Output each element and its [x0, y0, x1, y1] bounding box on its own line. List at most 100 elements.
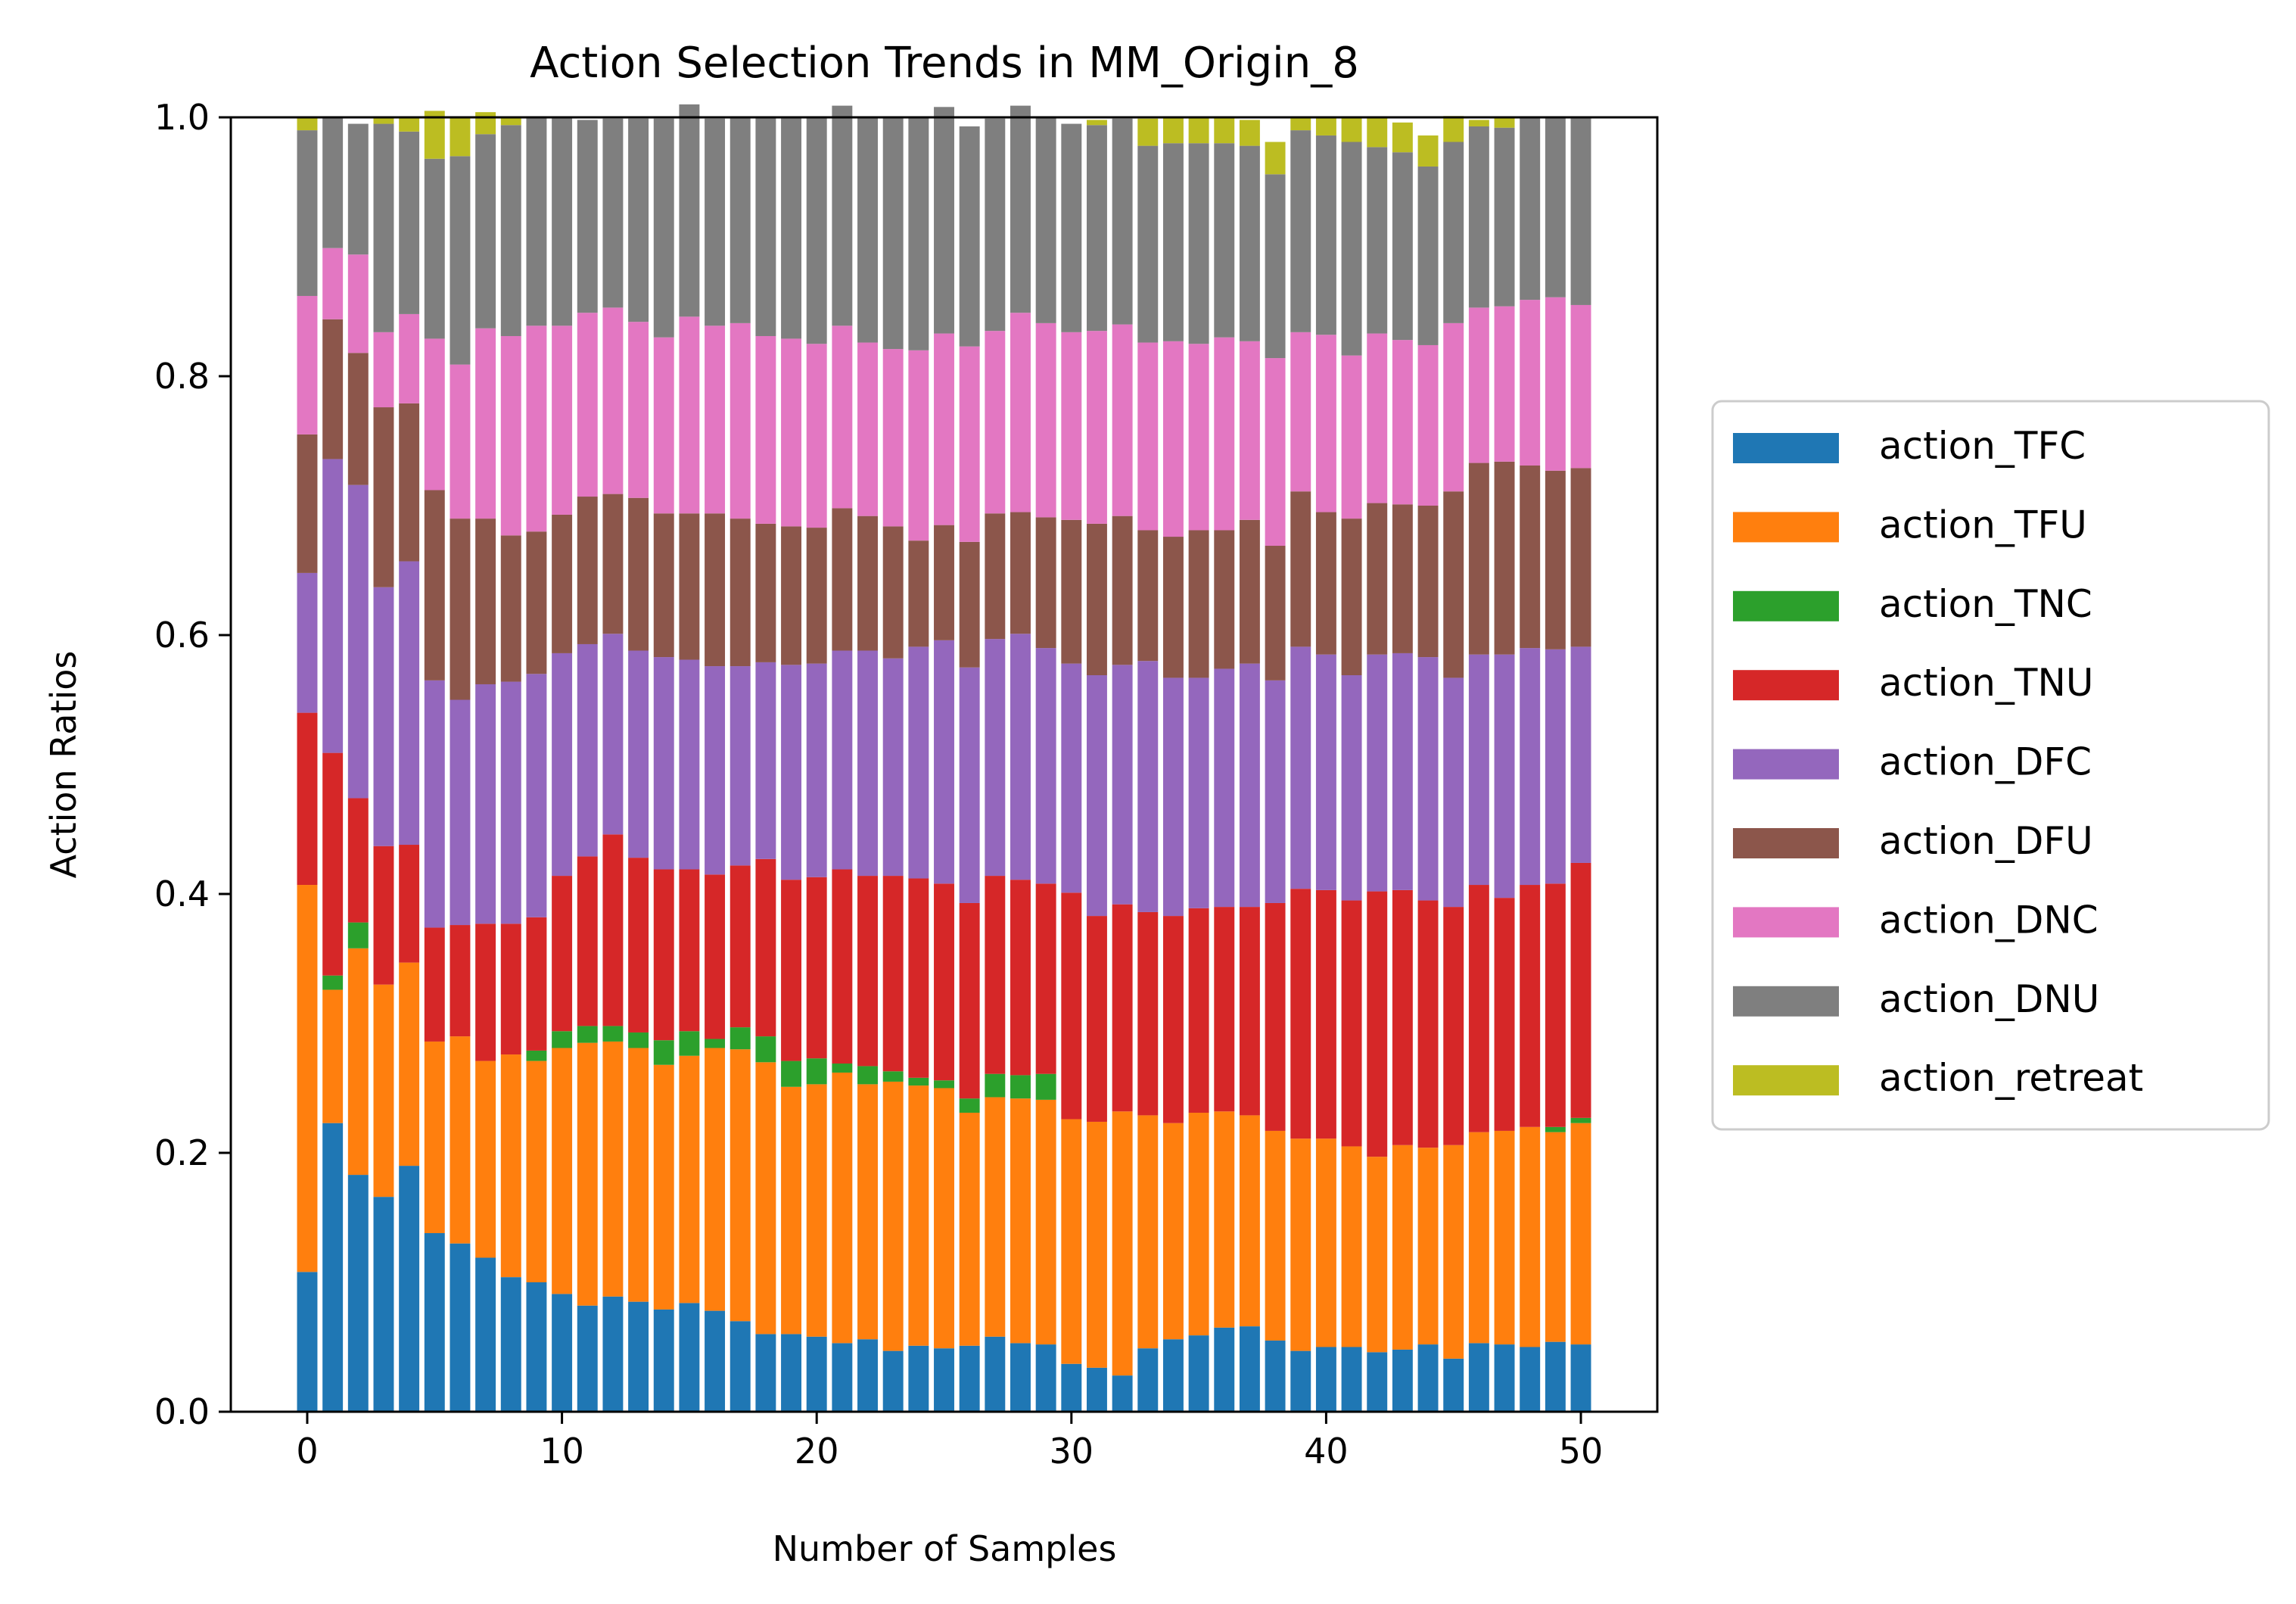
bar-segment-action_TNC-28	[1010, 1075, 1031, 1099]
bar-segment-action_TFU-34	[1162, 1123, 1184, 1340]
bar-segment-action_DFU-9	[526, 531, 547, 674]
bar-segment-action_TFC-49	[1545, 1341, 1566, 1412]
bar-segment-action_retreat-5	[424, 111, 445, 159]
bar-segment-action_TNC-20	[806, 1058, 827, 1085]
bar-segment-action_TFU-42	[1367, 1157, 1388, 1353]
bar-segment-action_TNU-32	[1112, 904, 1133, 1112]
legend-box	[1711, 400, 2270, 1131]
bar-segment-action_TFC-18	[755, 1334, 776, 1412]
bar-segment-action_TFC-12	[602, 1296, 624, 1412]
bar-segment-action_TFU-14	[653, 1064, 674, 1310]
bar-segment-action_TFU-49	[1545, 1132, 1566, 1342]
bar-segment-action_DNU-11	[577, 120, 598, 313]
bar-segment-action_DNC-30	[1061, 332, 1082, 520]
bar-segment-action_DNU-26	[959, 126, 980, 347]
bar-segment-action_retreat-3	[373, 117, 394, 124]
bar-segment-action_DFC-29	[1035, 648, 1056, 884]
plot-frame	[229, 116, 1659, 1413]
bar-segment-action_DNU-37	[1239, 145, 1260, 341]
bar-segment-action_DNU-31	[1087, 125, 1107, 332]
bar-segment-action_DNU-33	[1137, 145, 1159, 343]
bar-segment-action_DFU-47	[1494, 461, 1515, 655]
bar-segment-action_TNU-48	[1520, 885, 1541, 1127]
bar-segment-action_TNC-18	[755, 1036, 776, 1063]
bar-segment-action_DFC-35	[1188, 677, 1209, 908]
bar-segment-action_DFU-40	[1315, 512, 1336, 655]
bar-segment-action_TNU-40	[1315, 889, 1336, 1139]
bar-segment-action_TFU-25	[934, 1088, 954, 1349]
bar-segment-action_TNU-27	[985, 876, 1006, 1074]
bar-segment-action_TFU-38	[1265, 1130, 1286, 1341]
bar-segment-action_TNC-2	[347, 922, 369, 948]
bar-segment-action_DNC-49	[1545, 297, 1566, 471]
bar-segment-action_DNU-44	[1417, 166, 1439, 345]
bar-segment-action_retreat-36	[1214, 117, 1235, 144]
y-tick-label: 0.0	[154, 1391, 210, 1432]
bar-segment-action_TFU-37	[1239, 1115, 1260, 1327]
bar-segment-action_DFC-10	[552, 653, 573, 877]
bar-segment-action_TFC-16	[705, 1310, 726, 1412]
bar-segment-action_TFU-30	[1061, 1119, 1082, 1364]
bar-segment-action_DFC-18	[755, 662, 776, 859]
bar-segment-action_DFC-30	[1061, 663, 1082, 893]
legend-label-action_TFC: action_TFC	[1879, 424, 2086, 468]
bar-segment-action_TFU-18	[755, 1062, 776, 1335]
bar-segment-action_DFU-36	[1214, 530, 1235, 669]
bar-segment-action_DNC-32	[1112, 324, 1133, 516]
bar-segment-action_TFC-4	[399, 1166, 420, 1412]
bar-segment-action_TFC-17	[730, 1321, 751, 1412]
bar-segment-action_DFU-29	[1035, 517, 1056, 649]
bar-segment-action_DFU-14	[653, 513, 674, 658]
bar-segment-action_DNU-9	[526, 117, 547, 326]
bar-segment-action_DNC-27	[985, 331, 1006, 514]
bar-segment-action_DFC-5	[424, 680, 445, 928]
bar-segment-action_DNC-45	[1443, 322, 1464, 492]
bar-segment-action_DFU-10	[552, 514, 573, 653]
legend-swatch-action_DFC	[1733, 749, 1839, 780]
bar-segment-action_DNU-22	[857, 117, 878, 343]
bar-segment-action_TFC-23	[882, 1350, 904, 1412]
bar-segment-action_DFC-45	[1443, 677, 1464, 908]
bar-segment-action_TNU-34	[1162, 916, 1184, 1123]
bar-segment-action_DFU-16	[705, 513, 726, 667]
x-tick-label: 10	[540, 1431, 584, 1472]
bar-segment-action_TNU-45	[1443, 907, 1464, 1145]
bar-segment-action_TFU-39	[1290, 1138, 1311, 1351]
bar-segment-action_DFU-2	[347, 353, 369, 485]
bar-segment-action_DFU-1	[322, 319, 344, 459]
bar-segment-action_DNU-42	[1367, 147, 1388, 334]
bar-segment-action_DFC-24	[908, 646, 929, 879]
bar-segment-action_retreat-4	[399, 117, 420, 132]
bar-segment-action_TNU-10	[552, 876, 573, 1032]
bar-segment-action_TNC-21	[832, 1064, 853, 1073]
bar-segment-action_TNU-39	[1290, 889, 1311, 1139]
bar-segment-action_DNU-41	[1341, 142, 1362, 356]
bar-segment-action_retreat-7	[475, 112, 496, 135]
bar-segment-action_DFC-38	[1265, 680, 1286, 903]
bar-segment-action_DFC-43	[1392, 653, 1413, 890]
bar-segment-action_TNU-21	[832, 869, 853, 1064]
bar-segment-action_DFC-42	[1367, 654, 1388, 892]
bar-segment-action_TNC-50	[1570, 1117, 1591, 1123]
bar-segment-action_TNU-31	[1087, 916, 1107, 1122]
bar-segment-action_DFU-31	[1087, 523, 1107, 676]
bar-segment-action_TFC-8	[500, 1277, 521, 1412]
y-tick-label: 0.2	[154, 1132, 210, 1173]
bar-segment-action_TNU-15	[679, 869, 700, 1032]
bar-segment-action_DFU-21	[832, 508, 853, 651]
y-tick-label: 1.0	[154, 97, 210, 138]
bar-segment-action_TNU-25	[934, 883, 954, 1081]
bar-segment-action_DFU-19	[781, 526, 801, 665]
bar-segment-action_DFC-12	[602, 634, 624, 835]
bar-segment-action_TFC-11	[577, 1305, 598, 1412]
bar-segment-action_TNU-0	[297, 712, 318, 886]
bar-segment-action_TFU-6	[450, 1036, 471, 1244]
bar-segment-action_TNU-6	[450, 925, 471, 1037]
bar-segment-action_DFU-11	[577, 497, 598, 644]
bar-segment-action_DNU-0	[297, 130, 318, 296]
bar-segment-action_DNC-8	[500, 335, 521, 536]
bar-segment-action_DNC-6	[450, 364, 471, 519]
bar-segment-action_DNC-50	[1570, 304, 1591, 469]
bar-segment-action_TFU-40	[1315, 1138, 1336, 1347]
bar-segment-action_TFC-32	[1112, 1375, 1133, 1412]
